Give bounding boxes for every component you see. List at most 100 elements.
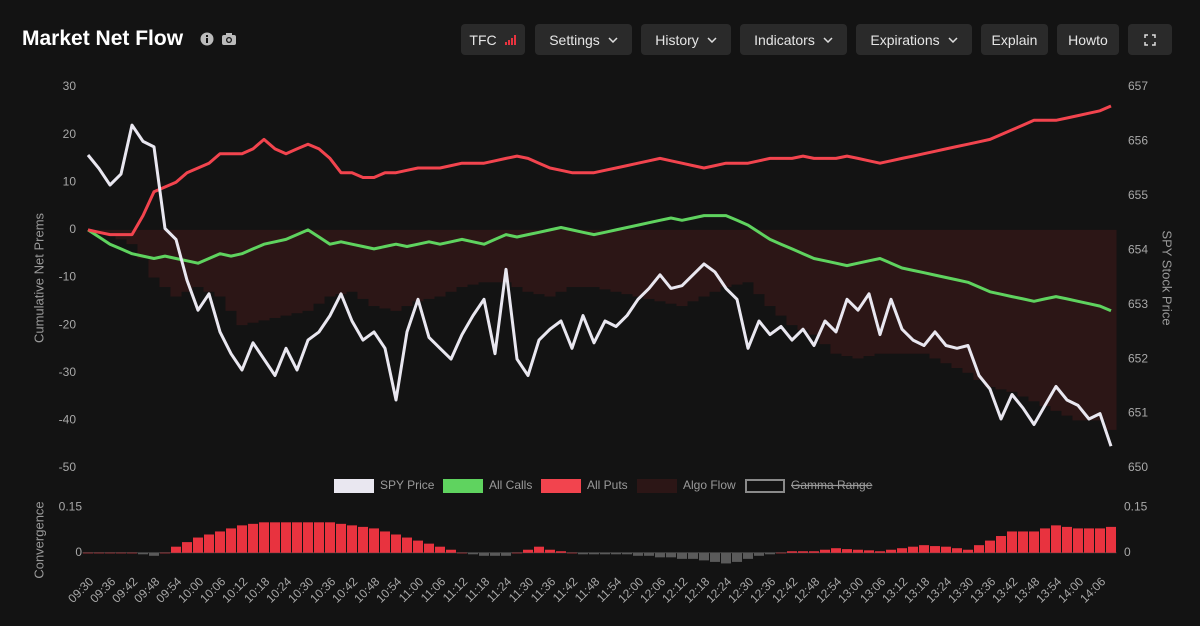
y-axis-title: Cumulative Net Prems: [31, 212, 46, 343]
convergence-bar: [831, 548, 841, 553]
algo-flow-bar: [379, 229, 391, 309]
algo-flow-bar: [797, 229, 809, 330]
convergence-bar: [666, 552, 676, 558]
algo-flow-bar: [929, 229, 941, 359]
y-tick-label: 0: [75, 545, 82, 559]
convergence-bar: [710, 552, 720, 562]
convergence-bar: [853, 549, 863, 553]
convergence-bar: [919, 545, 929, 553]
algo-flow-bar: [643, 229, 655, 299]
convergence-bar: [952, 548, 962, 553]
algo-flow-bar: [1072, 229, 1084, 421]
convergence-bar: [347, 525, 357, 553]
convergence-bar: [501, 552, 511, 556]
convergence-bar: [149, 552, 159, 556]
convergence-bar: [875, 551, 885, 553]
convergence-bar: [435, 546, 445, 553]
chevron: [608, 36, 618, 43]
convergence-bar: [545, 549, 555, 553]
convergence-bar: [578, 552, 588, 555]
y-tick-label: 20: [63, 127, 77, 141]
convergence-bar: [523, 549, 533, 553]
fullscreen-button[interactable]: [1128, 24, 1172, 55]
algo-flow-bar: [324, 229, 336, 297]
algo-flow-bar: [137, 229, 149, 259]
convergence-bar: [1007, 531, 1017, 553]
chevron: [948, 36, 958, 43]
toolbar-button[interactable]: Howto: [1057, 24, 1119, 55]
convergence-bar: [820, 549, 830, 553]
algo-flow-bar: [808, 229, 820, 335]
y2-axis-title: SPY Stock Price: [1160, 230, 1175, 325]
convergence-bar: [963, 549, 973, 553]
algo-flow-bar: [357, 229, 369, 299]
convergence-bar: [424, 543, 434, 553]
camera-icon[interactable]: [221, 32, 237, 46]
algo-flow-bar: [500, 229, 512, 283]
y-tick-label: 0.15: [59, 499, 83, 513]
convergence-bar: [765, 552, 775, 555]
algo-flow-bar: [709, 229, 721, 292]
convergence-bar: [974, 545, 984, 553]
legend-swatch: [334, 479, 374, 493]
info-icon[interactable]: [200, 32, 214, 46]
convergence-bar: [567, 552, 577, 554]
toolbar-button[interactable]: History: [641, 24, 731, 55]
algo-flow-bar: [1094, 229, 1106, 421]
toolbar-button[interactable]: Indicators: [740, 24, 847, 55]
convergence-bar: [248, 523, 258, 553]
convergence-bar: [985, 540, 995, 553]
algo-flow-bar: [511, 229, 523, 288]
algo-flow-bar: [258, 229, 270, 321]
convergence-bar: [633, 552, 643, 556]
convergence-bar: [336, 523, 346, 553]
algo-flow-bar: [786, 229, 798, 326]
convergence-bar: [479, 552, 489, 556]
algo-flow-bar: [313, 229, 325, 304]
toolbar-button[interactable]: Explain: [981, 24, 1048, 55]
convergence-bar: [787, 551, 797, 553]
convergence-bar: [127, 552, 137, 554]
convergence-bar: [897, 548, 907, 553]
convergence-bar: [677, 552, 687, 559]
algo-flow-bar: [731, 229, 743, 285]
convergence-bar: [490, 552, 500, 556]
y2-tick-label: 653: [1128, 297, 1148, 311]
algo-flow-bar: [676, 229, 688, 307]
button-label: Settings: [549, 31, 600, 48]
algo-flow-bar: [269, 229, 281, 318]
legend-swatch: [637, 479, 677, 493]
convergence-bar: [138, 552, 148, 555]
convergence-bar: [556, 551, 566, 553]
algo-flow-bar: [995, 229, 1007, 390]
algo-flow-bar: [247, 229, 259, 323]
algo-flow-bar: [1039, 229, 1051, 407]
convergence-bar: [1029, 531, 1039, 553]
convergence-bar: [622, 552, 632, 555]
convergence-bar: [281, 522, 291, 553]
algo-flow-bar: [236, 229, 248, 326]
convergence-bar: [402, 537, 412, 553]
legend-label: All Calls: [489, 478, 532, 492]
toolbar-button[interactable]: TFC: [461, 24, 525, 55]
algo-flow-bar: [896, 229, 908, 354]
convergence-bar: [325, 522, 335, 553]
algo-flow-bar: [687, 229, 699, 302]
convergence-bar: [908, 546, 918, 553]
convergence-bar: [732, 552, 742, 562]
algo-flow-bar: [434, 229, 446, 297]
algo-flow-bar: [445, 229, 457, 292]
algo-flow-bar: [819, 229, 831, 345]
algo-flow-bar: [764, 229, 776, 307]
y-axis-title: Convergence: [31, 501, 46, 578]
button-label: Indicators: [754, 31, 815, 48]
algo-flow-bar: [1017, 229, 1029, 397]
convergence-bar: [699, 552, 709, 561]
algo-flow-bar: [1083, 229, 1095, 421]
algo-flow-bar: [962, 229, 974, 373]
convergence-bar: [798, 551, 808, 553]
toolbar-button[interactable]: Settings: [535, 24, 632, 55]
convergence-bar: [644, 552, 654, 556]
toolbar-button[interactable]: Expirations: [856, 24, 972, 55]
algo-flow-bar: [577, 229, 589, 288]
